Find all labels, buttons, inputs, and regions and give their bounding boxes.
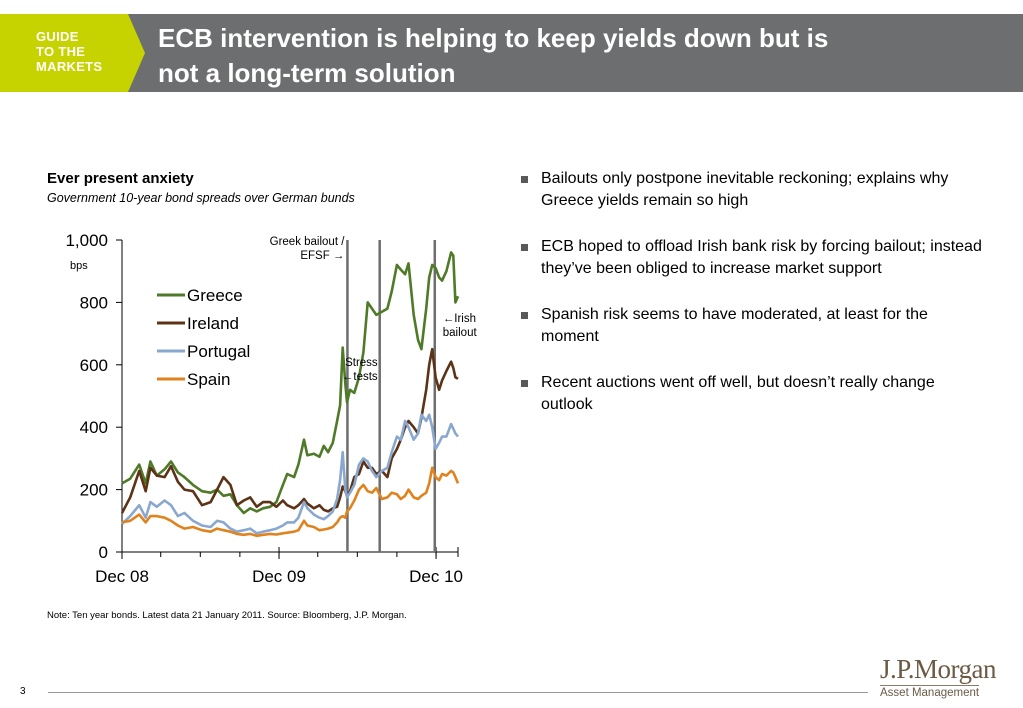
x-tick-label: Dec 08 [95, 567, 149, 586]
y-tick-label: 400 [80, 418, 108, 437]
jpmorgan-logo: J.P.Morgan Asset Management [880, 655, 1002, 701]
legend-label: Portugal [187, 342, 250, 361]
bullet-list: Bailouts only postpone inevitable reckon… [520, 168, 990, 440]
legend-label: Greece [187, 286, 243, 305]
bond-spread-chart: 0 200 400 600 800 1,000 bps Dec 08 Dec 09 Dec 10 G… [65, 231, 478, 586]
bullet-item: Recent auctions went off well, but doesn… [520, 372, 990, 416]
y-tick-label: 200 [80, 481, 108, 500]
bullet-item: Bailouts only postpone inevitable reckon… [520, 168, 990, 212]
series-line-greece [121, 251, 460, 515]
x-tick-label: Dec 10 [409, 567, 463, 586]
y-axis-unit-label: bps [70, 260, 88, 272]
event-annotation: Stress ←tests [342, 357, 378, 383]
y-tick-label: 1,000 [65, 231, 108, 250]
event-annotation-line: Greek bailout / [270, 236, 346, 248]
series-line-portugal [121, 413, 460, 535]
bullet-item: ECB hoped to offload Irish bank risk by … [520, 236, 990, 280]
chart-note: Note: Ten year bonds. Latest data 21 Jan… [47, 610, 407, 621]
bullet-text: ECB hoped to offload Irish bank risk by … [541, 238, 982, 277]
badge-line: TO THE [36, 44, 86, 59]
slide-title-line: ECB intervention is helping to keep yiel… [158, 23, 829, 53]
bullet-text: Spanish risk seems to have moderated, at… [541, 306, 928, 345]
badge-line: MARKETS [36, 59, 103, 74]
event-annotation-line: EFSF → [300, 250, 344, 262]
x-tick-label: Dec 09 [252, 567, 306, 586]
bullet-square-icon [521, 244, 528, 251]
event-annotation: Greek bailout / EFSF → [270, 236, 346, 262]
badge-shape [0, 14, 145, 92]
slide-title-line: not a long-term solution [158, 58, 456, 88]
series-line-spain [121, 466, 460, 538]
y-tick-label: 800 [80, 293, 108, 312]
series-line-ireland [120, 347, 459, 514]
chart-title: Ever present anxiety [47, 170, 194, 187]
badge-text: GUIDE TO THE MARKETS [36, 29, 102, 74]
bullet-square-icon [521, 176, 528, 183]
page-number: 3 [20, 686, 26, 697]
event-annotation-line: ←Irish [443, 313, 476, 325]
slide-title: ECB intervention is helping to keep yiel… [158, 21, 978, 91]
bullet-text: Bailouts only postpone inevitable reckon… [541, 170, 949, 209]
legend-label: Ireland [187, 314, 239, 333]
event-annotation: ←Irish bailout [443, 313, 478, 339]
badge-line: GUIDE [36, 29, 79, 44]
y-tick-label: 600 [80, 356, 108, 375]
logo-wordmark: J.P.Morgan [880, 654, 997, 684]
event-annotation-line: ←tests [342, 371, 378, 383]
event-annotation-line: Stress [345, 357, 378, 369]
guide-to-the-markets-badge: GUIDE TO THE MARKETS [0, 14, 145, 92]
y-tick-label: 0 [99, 543, 108, 562]
header-bar: GUIDE TO THE MARKETS ECB intervention is… [0, 14, 1023, 92]
event-annotation-line: bailout [443, 327, 478, 339]
bullet-square-icon [521, 380, 528, 387]
bullet-text: Recent auctions went off well, but doesn… [541, 374, 935, 413]
bullet-item: Spanish risk seems to have moderated, at… [520, 304, 990, 348]
footer-divider [48, 692, 868, 693]
bullet-square-icon [521, 312, 528, 319]
legend-label: Spain [187, 370, 230, 389]
chart-subtitle: Government 10-year bond spreads over Ger… [47, 191, 355, 205]
logo-subtitle: Asset Management [880, 685, 980, 699]
